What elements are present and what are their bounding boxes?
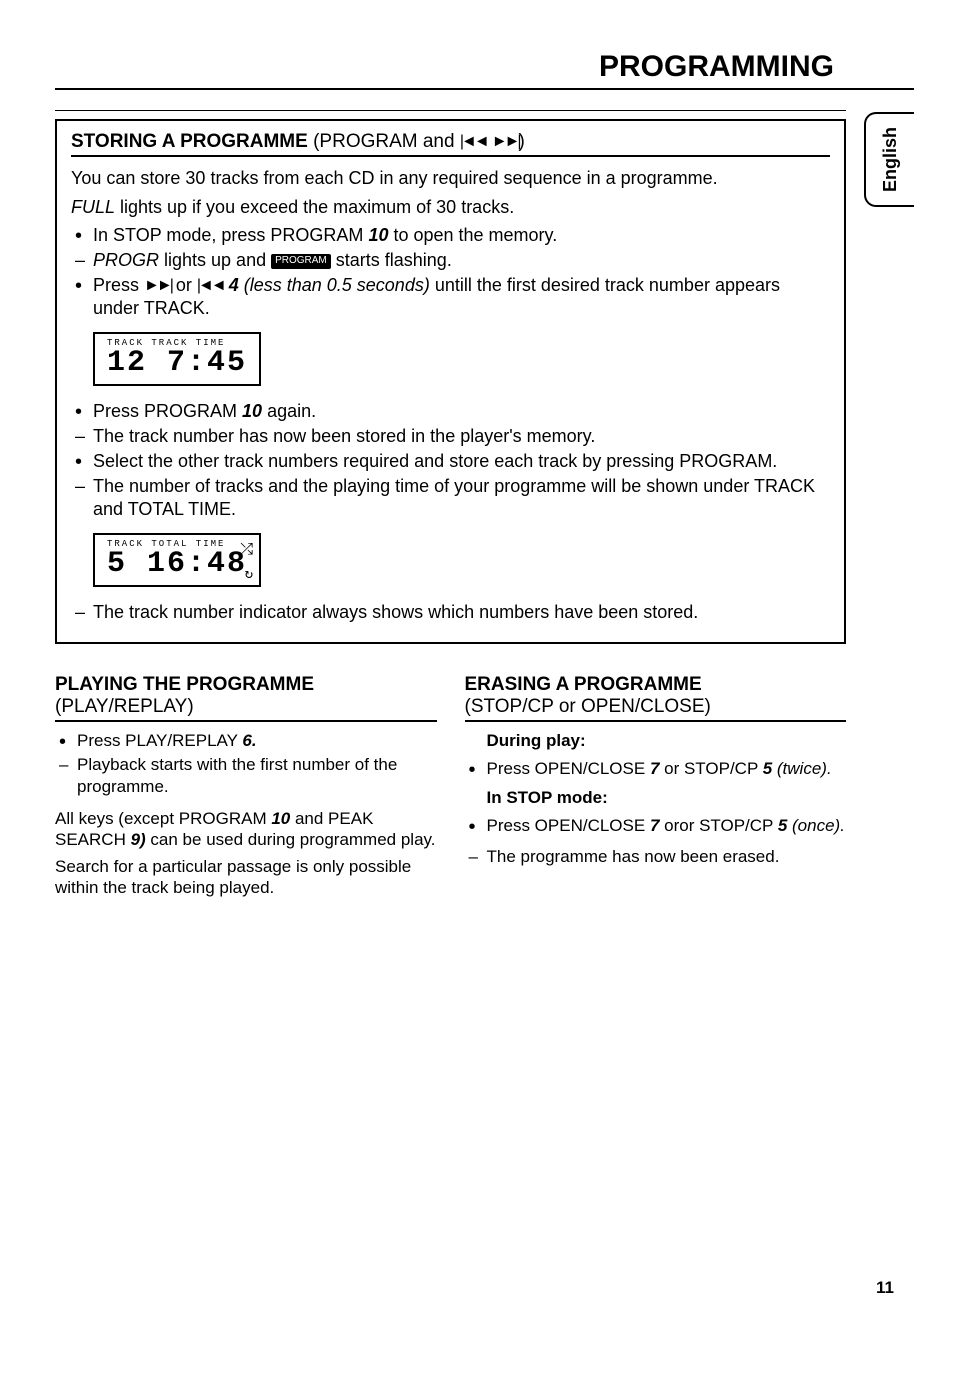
erasing-heading: ERASING A PROGRAMME bbox=[465, 674, 702, 695]
storing-intro2: FULL lights up if you exceed the maximum… bbox=[71, 196, 830, 219]
erasing-column: ERASING A PROGRAMME (STOP/CP or OPEN/CLO… bbox=[465, 674, 847, 904]
fwd-icon: ►►| bbox=[144, 276, 171, 296]
erasing-step-2: Press OPEN/CLOSE 7 oror STOP/CP 5 (once)… bbox=[465, 815, 847, 837]
lcd-display-2: TRACK TOTAL TIME 5 16:48 ⤮ ↻ bbox=[93, 533, 261, 587]
language-label: English bbox=[880, 127, 901, 192]
erasing-heading-sub: (STOP/CP or OPEN/CLOSE) bbox=[465, 696, 711, 717]
storing-step-3: Press ►►| or |◄◄ 4 (less than 0.5 second… bbox=[71, 274, 830, 320]
erasing-sub2: In STOP mode: bbox=[465, 787, 847, 808]
playing-step-2: Playback starts with the first number of… bbox=[55, 754, 437, 798]
storing-heading-sub-b: ) bbox=[519, 131, 525, 152]
storing-heading: STORING A PROGRAMME bbox=[71, 131, 308, 152]
erasing-step-1: Press OPEN/CLOSE 7 or STOP/CP 5 (twice). bbox=[465, 758, 847, 780]
storing-step-2: PROGR lights up and PROGRAM starts flash… bbox=[71, 249, 830, 272]
storing-step-1: In STOP mode, press PROGRAM 10 to open t… bbox=[71, 224, 830, 247]
lcd-display-1: TRACK TRACK TIME 12 7:45 bbox=[93, 332, 261, 386]
playing-column: PLAYING THE PROGRAMME (PLAY/REPLAY) Pres… bbox=[55, 674, 437, 904]
skip-fwd-icon: ►►| bbox=[492, 133, 519, 151]
erasing-sub1: During play: bbox=[465, 730, 847, 751]
storing-step-8: The track number indicator always shows … bbox=[71, 601, 830, 624]
playing-heading-sub: (PLAY/REPLAY) bbox=[55, 696, 194, 717]
storing-heading-sub-a: (PROGRAM and bbox=[308, 131, 460, 152]
skip-back-icon: |◄◄ bbox=[460, 133, 487, 151]
storing-step-4: Press PROGRAM 10 again. bbox=[71, 400, 830, 423]
storing-intro1: You can store 30 tracks from each CD in … bbox=[71, 167, 830, 190]
back-icon: |◄◄ bbox=[197, 276, 224, 296]
playing-para2: Search for a particular passage is only … bbox=[55, 856, 437, 899]
playing-heading: PLAYING THE PROGRAMME bbox=[55, 674, 314, 695]
program-badge-icon: PROGRAM bbox=[271, 254, 331, 269]
shuffle-icon: ⤮ bbox=[240, 541, 253, 559]
content-top-rule bbox=[55, 110, 846, 111]
storing-box: STORING A PROGRAMME (PROGRAM and |◄◄ ►►|… bbox=[55, 119, 846, 644]
repeat-icon: ↻ bbox=[245, 566, 253, 583]
playing-step-1: Press PLAY/REPLAY 6. bbox=[55, 730, 437, 752]
page-title: PROGRAMMING bbox=[55, 50, 914, 84]
storing-step-6: Select the other track numbers required … bbox=[71, 450, 830, 473]
storing-step-7: The number of tracks and the playing tim… bbox=[71, 475, 830, 521]
playing-para1: All keys (except PROGRAM 10 and PEAK SEA… bbox=[55, 808, 437, 851]
storing-step-5: The track number has now been stored in … bbox=[71, 425, 830, 448]
language-tab: English bbox=[864, 112, 914, 207]
title-rule bbox=[55, 88, 914, 90]
erasing-step-3: The programme has now been erased. bbox=[465, 846, 847, 868]
page-number: 11 bbox=[876, 1278, 894, 1298]
